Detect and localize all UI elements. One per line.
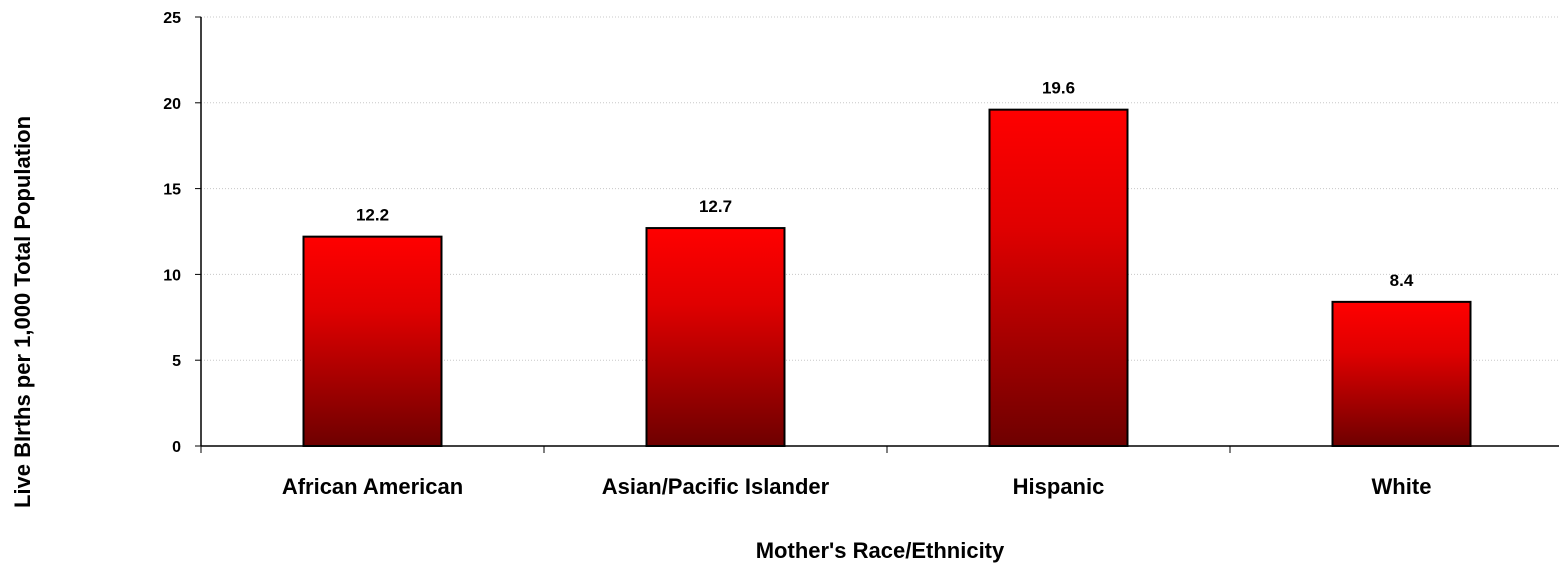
bar-value-label: 8.4 (1390, 271, 1414, 290)
x-category-labels: African American Asian/Pacific Islander Hi… (200, 446, 1432, 499)
bar-value-label: 12.7 (699, 197, 732, 216)
x-category-label: Asian/Pacific Islander (602, 474, 830, 499)
x-category-label: African American (282, 474, 463, 499)
x-axis-title: Mother's Race/Ethnicity (756, 538, 1005, 563)
bar (1331, 300, 1472, 447)
y-tick-labels: 0 5 10 15 20 25 (163, 10, 201, 456)
bar-value-label: 12.2 (356, 206, 389, 225)
bar (645, 227, 786, 447)
axes (200, 17, 1559, 447)
y-tick-label: 5 (172, 353, 181, 370)
bar-value-label: 19.6 (1042, 79, 1075, 98)
y-tick-label: 25 (163, 10, 181, 27)
bar (988, 108, 1129, 447)
bars (302, 108, 1472, 447)
data-labels: 12.2 12.7 19.6 8.4 (356, 79, 1414, 290)
y-tick-label: 0 (172, 439, 181, 456)
x-category-label: Hispanic (1013, 474, 1105, 499)
bar (302, 235, 443, 447)
y-tick-label: 10 (163, 267, 181, 284)
x-category-label: White (1372, 474, 1432, 499)
y-tick-label: 20 (163, 96, 181, 113)
y-tick-label: 15 (163, 182, 181, 199)
y-axis-title: Live BIrths per 1,000 Total Population (10, 116, 35, 508)
